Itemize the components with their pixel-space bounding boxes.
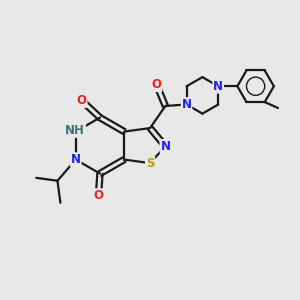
Text: N: N [213,80,223,93]
Text: S: S [146,157,154,169]
Text: O: O [77,94,87,107]
Text: O: O [152,78,162,91]
Text: N: N [182,98,192,111]
Text: O: O [94,189,103,202]
Text: H: H [71,127,80,136]
Text: N: N [71,153,81,166]
Text: N: N [160,140,170,153]
Text: NH: NH [65,124,85,137]
